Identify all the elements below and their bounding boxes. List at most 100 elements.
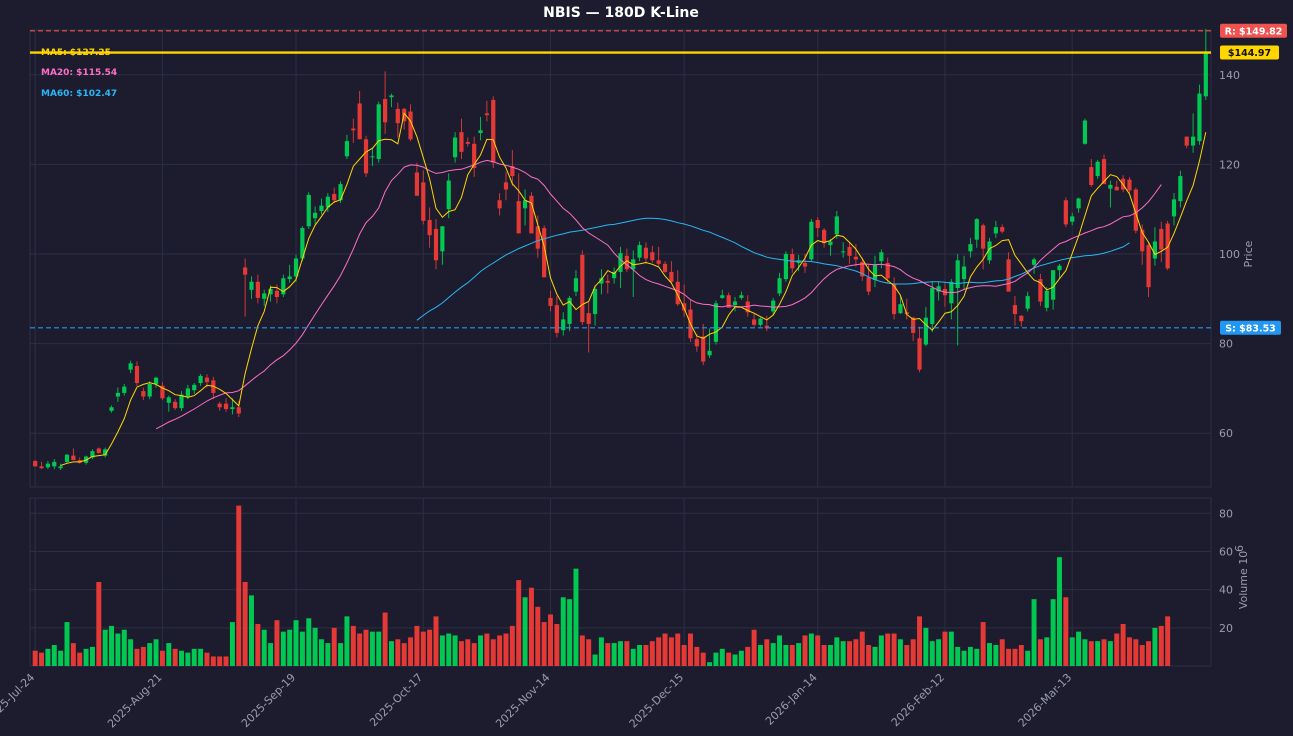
- volume-bar: [910, 639, 916, 666]
- candle-body: [472, 143, 477, 168]
- volume-bar: [484, 633, 490, 666]
- volume-bar: [815, 635, 821, 666]
- candle-body: [542, 228, 547, 278]
- volume-bar: [299, 631, 305, 666]
- volume-bar: [465, 639, 471, 666]
- candle-body: [1197, 93, 1202, 142]
- candle-body: [255, 281, 260, 298]
- candle-body: [955, 260, 960, 289]
- candle-body: [96, 448, 101, 453]
- grid-layer: [29, 29, 1212, 667]
- volume-bar: [1037, 639, 1043, 666]
- candle-body: [134, 366, 140, 384]
- volume-bar: [185, 652, 191, 666]
- candle-body: [243, 267, 248, 275]
- volume-bar: [274, 620, 280, 666]
- price-tick-label: 80: [1219, 338, 1233, 351]
- volume-bar: [255, 624, 261, 666]
- volume-bar: [51, 645, 57, 666]
- candle-body: [1101, 159, 1107, 185]
- candle-body: [64, 454, 70, 462]
- candle-body: [599, 278, 604, 284]
- candle-body: [370, 156, 375, 158]
- candle-body: [115, 392, 120, 397]
- candle-body: [879, 252, 884, 262]
- chart-title: NBIS — 180D K-Line: [543, 5, 699, 21]
- candle-body: [52, 461, 57, 467]
- candle-body: [783, 254, 789, 280]
- resistance-tag: R: $149.82: [1225, 26, 1283, 37]
- volume-bar: [897, 639, 903, 666]
- volume-bar: [1044, 637, 1050, 666]
- candle-body: [968, 244, 973, 252]
- volume-bar: [382, 612, 388, 666]
- volume-bar: [1146, 641, 1152, 666]
- candle-body: [1012, 305, 1018, 315]
- candle-body: [981, 225, 986, 249]
- candle-body: [383, 98, 388, 123]
- volume-bar: [694, 646, 700, 666]
- volume-bar: [1101, 639, 1107, 666]
- volume-bar: [64, 622, 70, 666]
- candle-body: [414, 172, 420, 196]
- volume-bar: [726, 652, 732, 666]
- volume-bar: [719, 648, 725, 666]
- candle-body: [45, 463, 51, 468]
- volume-bar: [471, 643, 477, 666]
- candlesticks: [33, 29, 1208, 470]
- volume-bar: [961, 650, 967, 666]
- candle-body: [1038, 279, 1043, 302]
- volume-bar: [210, 656, 216, 666]
- volume-bar: [764, 639, 770, 666]
- candle-body: [1171, 199, 1177, 217]
- candle-body: [529, 195, 534, 234]
- volume-bar: [643, 645, 649, 666]
- volume-bar: [1126, 637, 1132, 666]
- volume-bar: [528, 587, 534, 666]
- volume-bar: [789, 645, 795, 666]
- volume-bar: [344, 616, 350, 666]
- candle-body: [987, 241, 992, 261]
- candle-body: [662, 263, 668, 272]
- candle-body: [554, 305, 559, 333]
- volume-bar: [338, 643, 344, 666]
- volume-tick-label: 60: [1219, 545, 1233, 558]
- volume-tick-label: 40: [1219, 584, 1233, 597]
- date-tick-label: 2025-Sep-19: [239, 671, 298, 730]
- candle-body: [911, 317, 916, 333]
- candle-body: [484, 113, 489, 116]
- price-panel-frame: [29, 29, 1212, 488]
- candle-body: [891, 284, 897, 315]
- resistance-tag-bg: [1220, 23, 1287, 38]
- volume-bar: [1018, 645, 1024, 666]
- candle-body: [853, 256, 858, 260]
- volume-bar: [579, 635, 585, 666]
- volume-bar: [1063, 597, 1069, 666]
- candle-body: [1057, 265, 1062, 271]
- candle-body: [669, 271, 674, 282]
- volume-bar: [1012, 648, 1018, 666]
- volume-bar: [904, 645, 910, 666]
- candle-body: [452, 137, 458, 158]
- candle-body: [319, 205, 324, 212]
- candle-body: [548, 297, 553, 306]
- candle-body: [860, 262, 865, 277]
- volume-bar: [159, 650, 165, 666]
- volume-bar: [929, 641, 935, 666]
- candle-body: [217, 403, 222, 408]
- candle-body: [1184, 136, 1189, 146]
- candle-body: [866, 277, 871, 292]
- volume-bar: [745, 646, 751, 666]
- volume-bar: [490, 639, 496, 666]
- candle-body: [344, 141, 350, 157]
- candle-body: [249, 281, 254, 290]
- candle-body: [503, 182, 509, 190]
- candle-body: [440, 226, 445, 252]
- support-tag-bg: [1220, 320, 1281, 335]
- volume-bar: [363, 629, 369, 666]
- volume-bar: [452, 635, 458, 666]
- volume-bar: [980, 622, 986, 666]
- volume-bar: [1114, 633, 1120, 666]
- volume-bar: [503, 633, 509, 666]
